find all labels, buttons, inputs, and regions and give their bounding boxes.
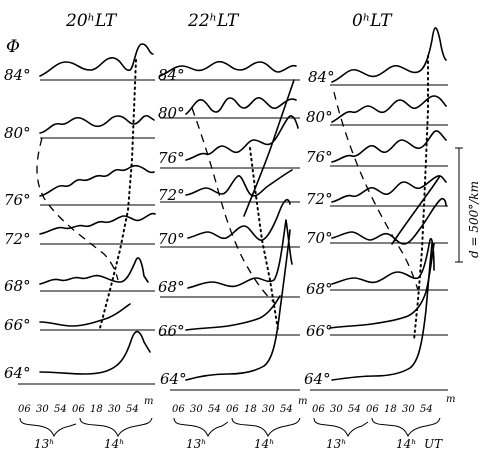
tick-label: 30 <box>402 404 415 415</box>
dashed-boundary <box>36 137 119 281</box>
tick-label: 54 <box>126 404 139 415</box>
lat-label: 76° <box>158 149 185 167</box>
tick-label: 30 <box>190 404 203 415</box>
tick-label: 30 <box>36 404 49 415</box>
tick-label: 30 <box>262 404 275 415</box>
trace-68 <box>331 237 435 285</box>
lat-label: 68° <box>4 277 31 295</box>
trace-64 <box>39 330 151 375</box>
trace-64 <box>331 243 433 381</box>
lat-label: 66° <box>158 322 185 340</box>
tick-label: 30 <box>108 404 121 415</box>
trace-72 <box>39 212 156 235</box>
hour-label: 14ʰ <box>104 437 124 451</box>
lat-label: 64° <box>4 364 31 382</box>
lat-label: 70° <box>306 229 333 247</box>
trace-66 <box>329 243 435 329</box>
tick-label: 06 <box>18 404 31 415</box>
trace-66 <box>185 295 281 331</box>
tick-label: 54 <box>280 404 293 415</box>
tick-label: 54 <box>54 404 67 415</box>
hour-brace <box>173 417 229 438</box>
panel-0h-lt: 0ʰLT d = 500°/km 84° 80° 76° 72° 70° 68°… <box>304 11 481 451</box>
lat-label: 66° <box>306 322 333 340</box>
tick-label: 06 <box>226 404 239 415</box>
lat-label: 80° <box>4 124 31 142</box>
scale-label: d = 500°/km <box>467 181 481 258</box>
dotted-boundary <box>413 55 429 341</box>
hour-label: 14ʰ <box>396 437 416 451</box>
lat-label: 64° <box>160 370 187 388</box>
panel-20h-lt: 20ʰLT Φ 84° 80° 76° 72° 68° 66° 64° 06 3… <box>4 11 156 451</box>
dotted-boundary <box>99 59 137 329</box>
trace-84 <box>39 43 154 77</box>
lat-label: 76° <box>4 191 31 209</box>
tick-label: 54 <box>348 404 361 415</box>
panel-title: 22ʰLT <box>187 11 240 31</box>
tick-label: 30 <box>330 404 343 415</box>
tick-label: 54 <box>420 404 433 415</box>
oval-edge <box>243 79 295 217</box>
minute-unit: m <box>298 396 307 407</box>
lat-label: 84° <box>4 66 31 84</box>
lat-label: 72° <box>158 186 185 204</box>
lat-label: 84° <box>308 68 335 86</box>
tick-label: 06 <box>366 404 379 415</box>
hour-label: 13ʰ <box>186 437 206 451</box>
trace-64 <box>185 229 291 381</box>
hour-brace <box>19 417 77 438</box>
hour-label: 13ʰ <box>34 437 54 451</box>
lat-label: 80° <box>158 104 185 122</box>
trace-76 <box>39 164 155 197</box>
trace-80 <box>185 97 297 115</box>
oval-edge <box>391 175 441 245</box>
lat-label: 68° <box>158 278 185 296</box>
panel-title: 20ʰLT <box>65 11 118 31</box>
trace-84 <box>159 60 297 77</box>
hour-label: 14ʰ <box>254 437 274 451</box>
lat-label: 70° <box>158 230 185 248</box>
trace-72 <box>331 175 447 203</box>
lat-label: 64° <box>304 370 331 388</box>
hour-label: 13ʰ <box>326 437 346 451</box>
tick-label: 06 <box>312 404 325 415</box>
ut-label: UT <box>424 437 443 451</box>
trace-80 <box>39 114 155 134</box>
trace-68 <box>39 257 149 285</box>
lat-label: 68° <box>306 280 333 298</box>
lat-label: 66° <box>4 316 31 334</box>
lat-label: 84° <box>158 66 185 84</box>
hour-brace <box>313 417 369 438</box>
lat-label: 80° <box>306 108 333 126</box>
trace-76 <box>331 130 447 163</box>
trace-80 <box>331 95 447 123</box>
trace-70 <box>331 197 447 245</box>
tick-label: 06 <box>172 404 185 415</box>
tick-label: 06 <box>72 404 85 415</box>
lat-label: 72° <box>4 230 31 248</box>
trace-70 <box>187 198 291 241</box>
panel-title: 0ʰLT <box>352 11 393 31</box>
phi-label: Φ <box>6 37 20 57</box>
lat-label: 76° <box>306 148 333 166</box>
minute-unit: m <box>144 396 153 407</box>
panel-22h-lt: 22ʰLT 84° 80° 76° 72° 70° 68° 66° 64° 06… <box>158 11 307 451</box>
minute-unit: m <box>446 394 455 405</box>
tick-label: 54 <box>208 404 221 415</box>
trace-68 <box>187 219 293 289</box>
trace-72 <box>185 169 293 197</box>
tick-label: 18 <box>244 404 257 415</box>
lat-label: 72° <box>306 190 333 208</box>
tick-label: 18 <box>384 404 397 415</box>
tick-label: 18 <box>90 404 103 415</box>
hour-brace <box>79 417 153 438</box>
trace-84 <box>331 27 447 83</box>
dashed-boundary <box>191 107 277 305</box>
dotted-boundary <box>249 147 279 331</box>
hour-brace <box>371 417 441 438</box>
dashed-boundary <box>333 91 419 291</box>
trace-66 <box>39 303 131 327</box>
hour-brace <box>231 417 301 438</box>
